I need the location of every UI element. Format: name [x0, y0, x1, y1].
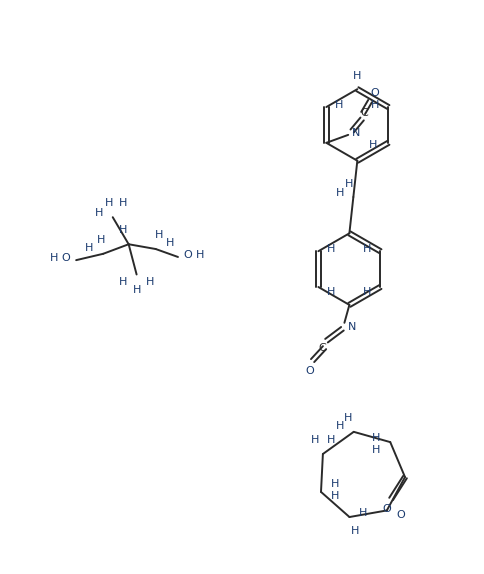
- Text: O: O: [62, 253, 71, 263]
- Text: H: H: [196, 250, 204, 260]
- Text: N: N: [352, 128, 361, 138]
- Text: H: H: [331, 479, 339, 489]
- Text: H: H: [95, 208, 103, 218]
- Text: H: H: [372, 433, 380, 443]
- Text: H: H: [119, 198, 127, 208]
- Text: H: H: [119, 226, 127, 235]
- Text: H: H: [327, 435, 335, 445]
- Text: H: H: [344, 413, 352, 423]
- Text: H: H: [327, 287, 335, 297]
- Text: H: H: [331, 491, 339, 501]
- Text: O: O: [305, 366, 314, 375]
- Text: H: H: [359, 508, 367, 518]
- Text: H: H: [119, 277, 127, 288]
- Text: O: O: [383, 504, 392, 514]
- Text: H: H: [351, 526, 360, 536]
- Text: H: H: [335, 100, 344, 110]
- Text: H: H: [363, 287, 372, 297]
- Text: H: H: [369, 140, 378, 150]
- Text: H: H: [363, 244, 372, 254]
- Text: H: H: [353, 71, 362, 81]
- Text: H: H: [372, 445, 380, 455]
- Text: O: O: [396, 510, 405, 521]
- Text: H: H: [166, 238, 174, 248]
- Text: O: O: [183, 250, 192, 260]
- Text: H: H: [105, 198, 113, 208]
- Text: H: H: [146, 277, 155, 288]
- Text: H: H: [371, 100, 379, 110]
- Text: N: N: [348, 322, 357, 332]
- Text: H: H: [327, 244, 335, 254]
- Text: H: H: [154, 230, 163, 240]
- Text: H: H: [85, 243, 93, 253]
- Text: H: H: [335, 421, 344, 431]
- Text: O: O: [371, 88, 379, 98]
- Text: C: C: [318, 343, 326, 352]
- Text: C: C: [360, 108, 368, 118]
- Text: H: H: [336, 188, 345, 198]
- Text: H: H: [97, 235, 106, 245]
- Text: H: H: [133, 285, 141, 296]
- Text: H: H: [345, 179, 354, 189]
- Text: H: H: [311, 435, 319, 445]
- Text: H: H: [50, 253, 59, 263]
